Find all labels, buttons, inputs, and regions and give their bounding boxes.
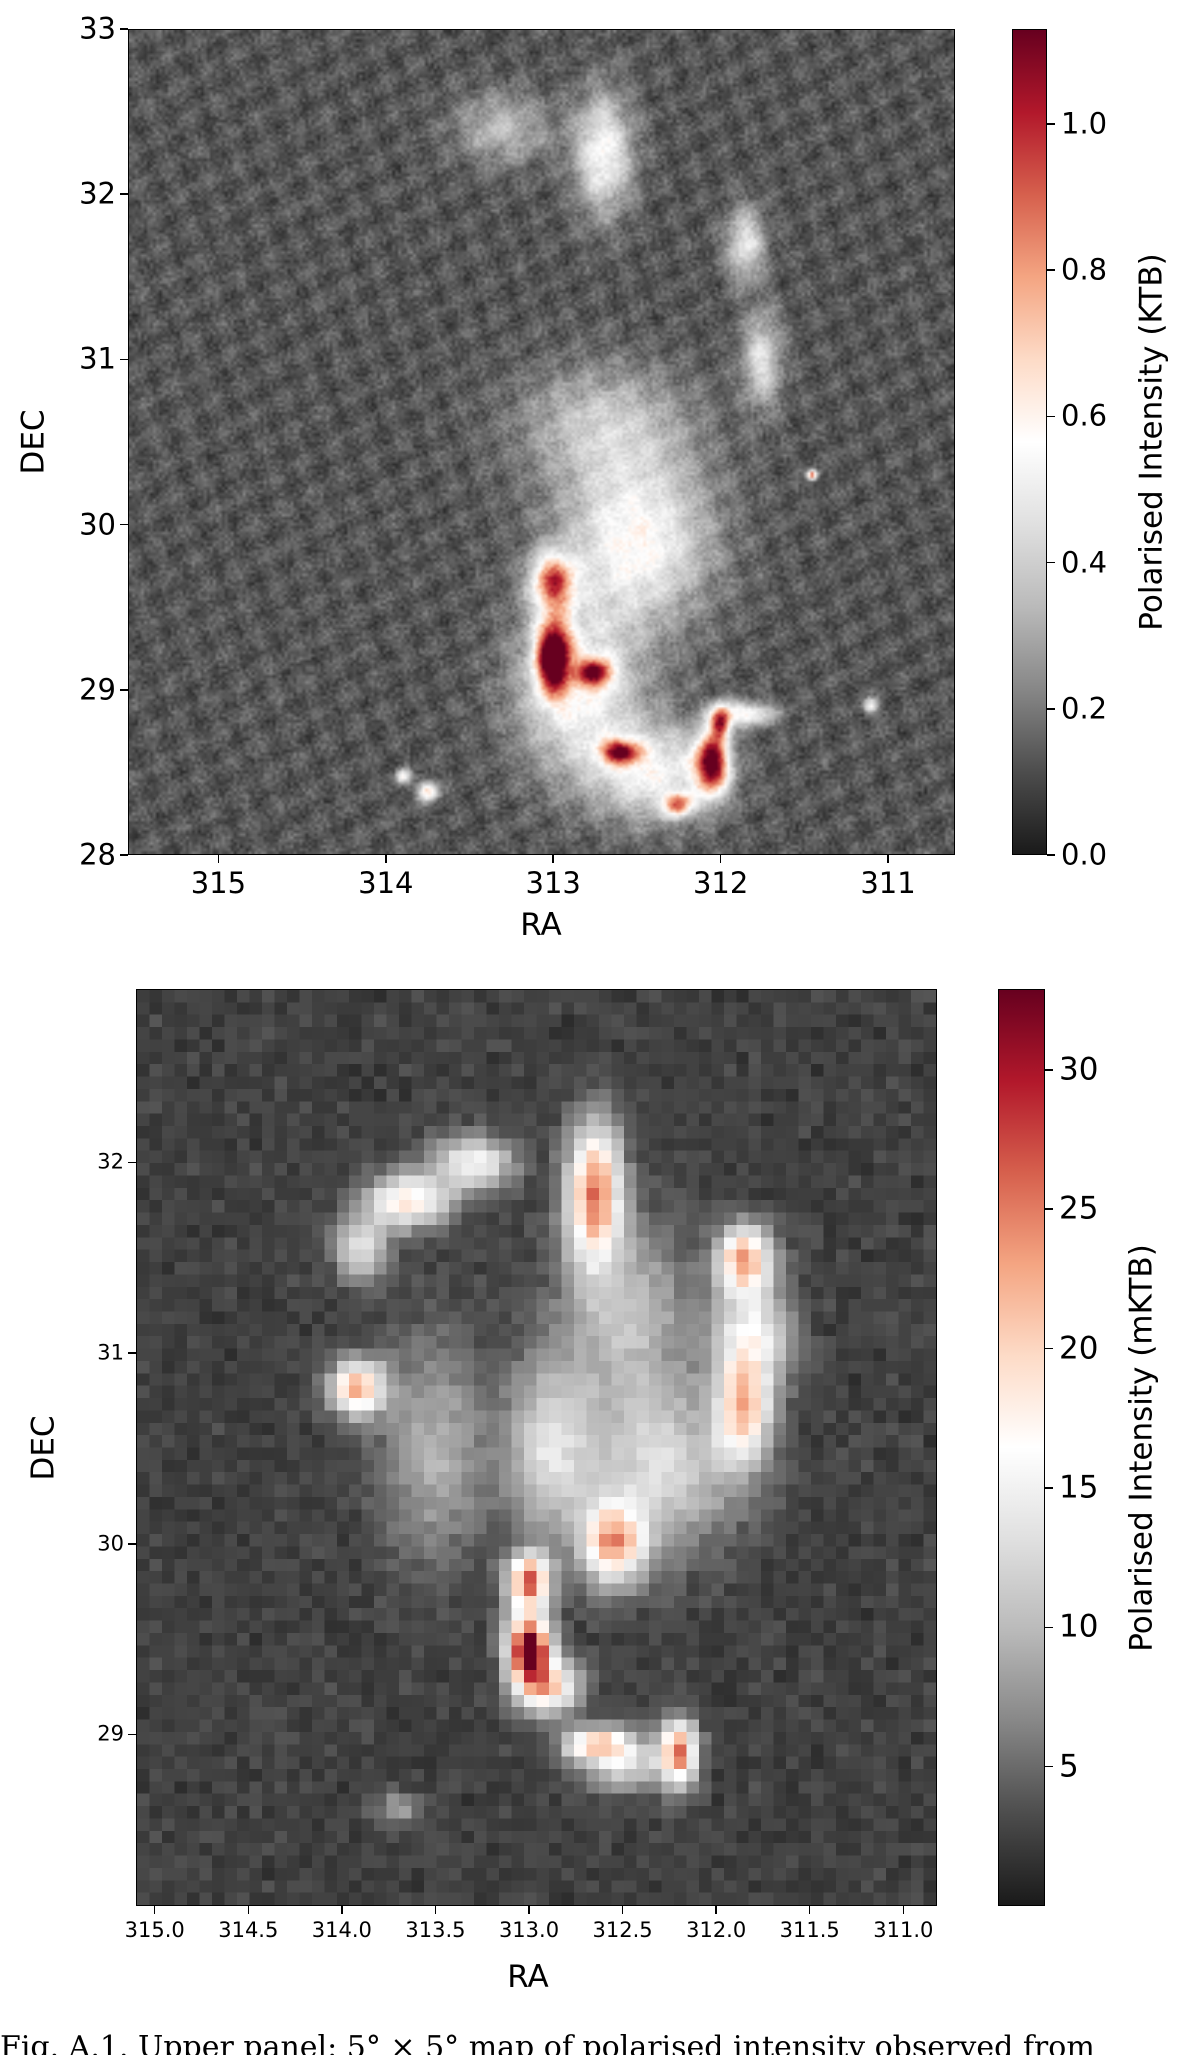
- upper-colorbar-label: Polarised Intensity (KTB): [1133, 253, 1170, 631]
- upper-heatmap-axes: [128, 29, 955, 855]
- y-tick-label: 32: [79, 176, 116, 211]
- y-tick-label: 33: [79, 11, 116, 46]
- y-tick-label: 29: [79, 672, 116, 707]
- x-tick-label: 314.5: [218, 1918, 279, 1942]
- colorbar-tick-mark: [1045, 1765, 1053, 1768]
- y-tick-mark: [120, 854, 128, 856]
- colorbar-tick-label: 0.0: [1061, 837, 1108, 872]
- colorbar-tick-label: 10: [1059, 1608, 1099, 1645]
- y-tick-label: 30: [97, 1531, 124, 1556]
- lower-colorbar: [998, 989, 1045, 1906]
- x-tick-mark: [385, 855, 387, 863]
- figure-caption: Fig. A.1. Upper panel: 5° × 5° map of po…: [0, 2030, 1095, 2055]
- upper-heatmap-image: [129, 30, 954, 854]
- colorbar-tick-mark: [1045, 1208, 1053, 1210]
- y-tick-mark: [120, 193, 128, 195]
- y-tick-mark: [120, 358, 128, 361]
- x-tick-label: 311.0: [873, 1918, 934, 1942]
- y-tick-mark: [120, 28, 128, 30]
- x-tick-mark: [808, 1906, 811, 1914]
- x-tick-label: 311.5: [779, 1918, 840, 1942]
- colorbar-tick-mark: [1047, 415, 1055, 418]
- x-tick-label: 313.5: [405, 1918, 466, 1942]
- x-tick-label: 314: [358, 866, 414, 900]
- lower-colorbar-label: Polarised Intensity (mKTB): [1123, 1244, 1160, 1652]
- colorbar-tick-label: 0.2: [1061, 691, 1108, 726]
- colorbar-tick-label: 5: [1059, 1748, 1079, 1785]
- lower-x-axis-label: RA: [507, 1959, 549, 1995]
- x-tick-mark: [552, 855, 554, 863]
- x-tick-label: 315.0: [124, 1918, 185, 1942]
- x-tick-label: 311: [860, 866, 916, 900]
- lower-y-axis-label: DEC: [25, 1415, 62, 1481]
- y-tick-label: 32: [97, 1149, 124, 1174]
- colorbar-tick-mark: [1047, 269, 1055, 271]
- colorbar-tick-mark: [1047, 561, 1055, 564]
- colorbar-tick-label: 25: [1059, 1190, 1099, 1227]
- x-tick-label: 312.5: [592, 1918, 653, 1942]
- colorbar-tick-label: 1.0: [1061, 106, 1108, 141]
- x-tick-mark: [902, 1906, 905, 1914]
- colorbar-tick-mark: [1047, 854, 1055, 856]
- y-tick-mark: [120, 689, 128, 691]
- colorbar-tick-label: 15: [1059, 1469, 1099, 1506]
- x-tick-label: 313.0: [498, 1918, 560, 1942]
- x-tick-label: 313: [525, 866, 581, 900]
- colorbar-tick-label: 20: [1059, 1330, 1099, 1367]
- lower-heatmap-axes: [136, 989, 937, 1906]
- colorbar-tick-mark: [1045, 1069, 1053, 1071]
- x-tick-mark: [621, 1906, 624, 1914]
- x-tick-mark: [887, 855, 889, 863]
- y-tick-label: 29: [97, 1721, 124, 1746]
- colorbar-tick-mark: [1045, 1626, 1053, 1629]
- colorbar-tick-mark: [1047, 123, 1055, 125]
- y-tick-mark: [128, 1733, 136, 1736]
- colorbar-tick-mark: [1047, 708, 1055, 710]
- x-tick-mark: [341, 1906, 343, 1914]
- x-tick-label: 312: [692, 866, 749, 900]
- y-tick-mark: [128, 1352, 136, 1354]
- y-tick-mark: [120, 523, 128, 526]
- x-tick-mark: [217, 855, 220, 863]
- y-tick-label: 30: [79, 507, 116, 542]
- upper-colorbar: [1012, 29, 1047, 855]
- x-tick-label: 315: [190, 866, 247, 900]
- y-tick-mark: [128, 1543, 136, 1545]
- y-tick-label: 31: [97, 1340, 124, 1365]
- upper-x-axis-label: RA: [520, 907, 562, 943]
- x-tick-mark: [247, 1906, 250, 1914]
- y-tick-label: 31: [79, 341, 116, 376]
- colorbar-tick-mark: [1045, 1347, 1053, 1350]
- lower-heatmap-image: [137, 990, 936, 1905]
- colorbar-tick-label: 0.4: [1061, 545, 1108, 580]
- colorbar-tick-label: 0.6: [1061, 398, 1108, 433]
- y-tick-mark: [128, 1161, 136, 1164]
- x-tick-label: 314.0: [311, 1918, 372, 1942]
- x-tick-mark: [719, 855, 722, 863]
- x-tick-mark: [715, 1906, 717, 1914]
- x-tick-mark: [153, 1906, 156, 1914]
- colorbar-tick-label: 30: [1059, 1051, 1099, 1088]
- y-tick-label: 28: [79, 837, 116, 872]
- x-tick-mark: [528, 1906, 530, 1914]
- x-tick-mark: [434, 1906, 437, 1914]
- x-tick-label: 312.0: [686, 1918, 747, 1942]
- colorbar-tick-label: 0.8: [1061, 252, 1108, 287]
- upper-y-axis-label: DEC: [15, 409, 52, 475]
- colorbar-tick-mark: [1045, 1487, 1053, 1489]
